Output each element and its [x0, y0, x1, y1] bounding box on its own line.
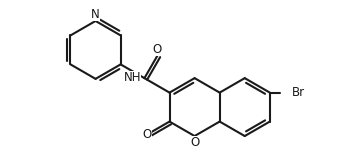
- Text: O: O: [143, 128, 152, 141]
- Text: NH: NH: [124, 71, 141, 84]
- Text: N: N: [91, 8, 100, 21]
- Text: O: O: [190, 136, 199, 149]
- Text: Br: Br: [291, 86, 305, 99]
- Text: O: O: [153, 43, 162, 56]
